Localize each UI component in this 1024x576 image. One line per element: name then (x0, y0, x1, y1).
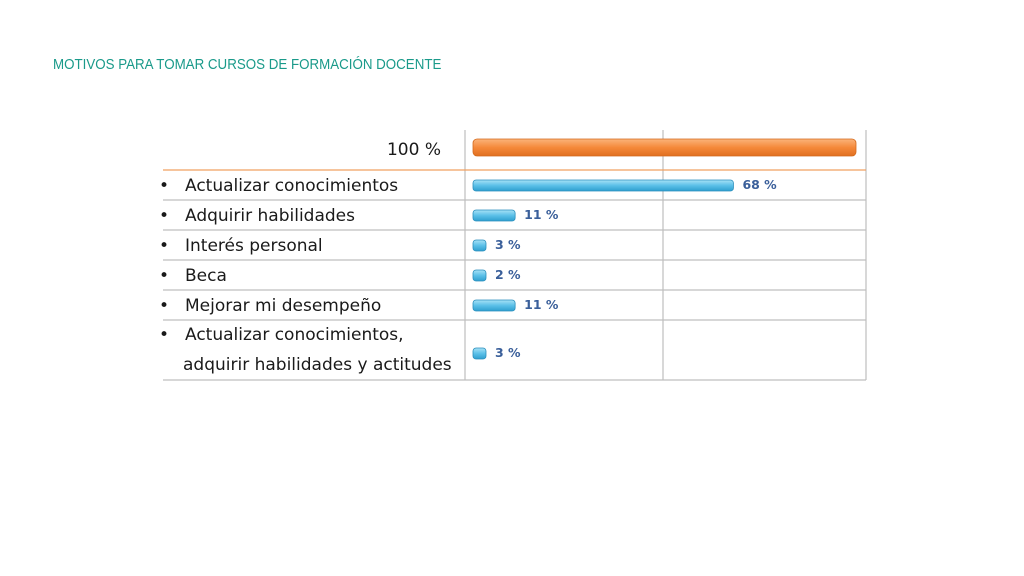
data-bar (472, 269, 487, 282)
bullet-glyph: • (159, 176, 169, 196)
slide-title: MOTIVOS PARA TOMAR CURSOS DE FORMACIÓN D… (53, 57, 442, 73)
value-label: 11 % (524, 297, 559, 312)
bullet-glyph: • (159, 236, 169, 256)
reference-label: 100 % (387, 140, 441, 160)
bullet-glyph: • (159, 266, 169, 286)
value-label: 3 % (495, 345, 521, 360)
category-label: Interés personal (185, 236, 323, 256)
category-label: Actualizar conocimientos, (185, 325, 404, 345)
data-bar (472, 239, 487, 252)
data-bar (472, 209, 516, 222)
category-label: Adquirir habilidades (185, 206, 355, 226)
reference-bar (472, 138, 857, 157)
category-label: adquirir habilidades y actitudes (183, 355, 452, 375)
value-label: 2 % (495, 267, 521, 282)
bullet-glyph: • (159, 206, 169, 226)
bullet-glyph: • (159, 325, 169, 345)
value-label: 3 % (495, 237, 521, 252)
category-labels: 100 % • Actualizar conocimientos • Adquirir … (159, 140, 452, 375)
category-label: Beca (185, 266, 227, 286)
data-bar (472, 299, 516, 312)
bullet-glyph: • (159, 296, 169, 316)
table-grid (163, 130, 867, 381)
value-label: 68 % (742, 177, 777, 192)
category-label: Mejorar mi desempeño (185, 296, 381, 316)
value-label: 11 % (524, 207, 559, 222)
data-bar (472, 179, 734, 192)
category-label: Actualizar conocimientos (185, 176, 398, 196)
data-bar (472, 347, 487, 360)
bars: 68 %11 %3 %2 %11 %3 % (472, 138, 857, 360)
